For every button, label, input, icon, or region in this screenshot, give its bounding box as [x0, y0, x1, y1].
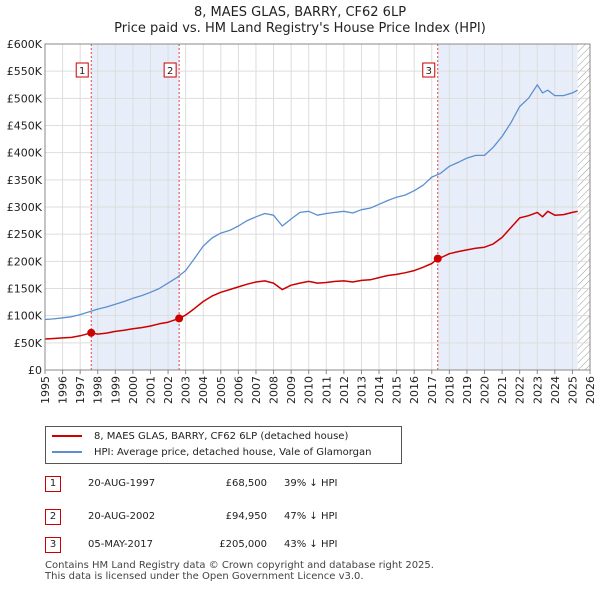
x-tick-label: 1995: [39, 376, 52, 404]
sale-hpi-diff: 39% ↓ HPI: [284, 478, 338, 489]
x-tick-label: 2007: [250, 376, 263, 404]
legend-item-hpi: HPI: Average price, detached house, Vale…: [52, 445, 372, 461]
sale-label-box: [422, 62, 436, 78]
sale-label-text: 1: [79, 66, 85, 77]
x-tick-label: 2008: [268, 376, 281, 404]
y-tick-label: £350K: [7, 174, 43, 187]
x-tick-label: 2019: [461, 376, 474, 404]
sale-label-box: [75, 62, 89, 78]
legend-label-hpi: HPI: Average price, detached house, Vale…: [94, 447, 372, 458]
y-tick-label: £100K: [7, 310, 43, 323]
y-tick-label: £300K: [7, 201, 43, 214]
sale-hpi-diff: 47% ↓ HPI: [284, 511, 338, 522]
x-tick-label: 2023: [531, 376, 544, 404]
x-tick-label: 2002: [162, 376, 175, 404]
y-tick-label: £50K: [14, 337, 43, 350]
legend-label-property: 8, MAES GLAS, BARRY, CF62 6LP (detached …: [94, 431, 349, 442]
x-tick-label: 2001: [144, 376, 157, 404]
sale-price: £94,950: [225, 511, 267, 522]
y-tick-label: £200K: [7, 255, 43, 268]
x-tick-label: 1998: [92, 376, 105, 404]
x-tick-label: 2018: [443, 376, 456, 404]
legend-box: 8, MAES GLAS, BARRY, CF62 6LP (detached …: [45, 426, 402, 464]
x-tick-label: 2010: [303, 376, 316, 404]
x-tick-label: 2026: [584, 376, 597, 404]
footer-line: Contains HM Land Registry data © Crown c…: [45, 560, 434, 571]
sale-label-box: [163, 62, 177, 78]
x-tick-label: 2022: [514, 376, 527, 404]
footer-attribution: Contains HM Land Registry data © Crown c…: [45, 560, 434, 582]
sale-point: [87, 328, 96, 337]
x-tick-label: 2003: [180, 376, 193, 404]
legend-item-property: 8, MAES GLAS, BARRY, CF62 6LP (detached …: [52, 429, 348, 445]
x-tick-label: 2015: [391, 376, 404, 404]
x-tick-label: 2009: [285, 376, 298, 404]
x-tick-label: 2012: [338, 376, 351, 404]
property-price-line: [44, 210, 578, 340]
sale-row: 2 20-AUG-2002 £94,950 47% ↓ HPI: [0, 507, 600, 527]
x-tick-label: 2013: [355, 376, 368, 404]
x-tick-label: 2016: [408, 376, 421, 404]
x-tick-label: 2014: [373, 376, 386, 404]
sale-number-badge: 3: [45, 537, 61, 553]
x-tick-label: 1996: [57, 376, 70, 404]
sale-date: 20-AUG-1997: [88, 478, 156, 489]
sale-label-text: 3: [426, 66, 432, 77]
y-tick-label: £400K: [7, 147, 43, 160]
sale-hpi-diff: 43% ↓ HPI: [284, 539, 338, 550]
x-tick-label: 2017: [426, 376, 439, 404]
sale-price: £68,500: [225, 478, 267, 489]
sale-price: £205,000: [219, 539, 267, 550]
x-tick-label: 1999: [109, 376, 122, 404]
y-tick-label: £550K: [7, 65, 43, 78]
hpi-line: [44, 84, 578, 321]
x-tick-label: 2025: [566, 376, 579, 404]
sale-row: 1 20-AUG-1997 £68,500 39% ↓ HPI: [0, 474, 600, 494]
x-tick-label: 2024: [549, 376, 562, 404]
sale-point: [433, 254, 442, 263]
x-tick-label: 2004: [197, 376, 210, 404]
sale-number-badge: 1: [45, 476, 61, 492]
legend-swatch-property: [52, 435, 82, 437]
plot-frame: [44, 43, 591, 371]
y-tick-label: £600K: [7, 38, 43, 51]
sale-date: 05-MAY-2017: [88, 539, 154, 550]
x-tick-label: 2011: [320, 376, 333, 404]
x-tick-label: 1997: [74, 376, 87, 404]
price-chart: 1 2 3 £0 £50K £100K £150K £200K £250K £300K £350K…: [7, 38, 597, 404]
chart-title-line1: 8, MAES GLAS, BARRY, CF62 6LP: [193, 5, 407, 20]
y-tick-label: £0: [28, 364, 42, 377]
sale-point: [175, 314, 184, 323]
footer-line: This data is licensed under the Open Gov…: [45, 571, 364, 582]
sale-date: 20-AUG-2002: [88, 511, 156, 522]
x-tick-label: 2021: [496, 376, 509, 404]
x-tick-label: 2005: [215, 376, 228, 404]
y-tick-label: £150K: [7, 283, 43, 296]
x-tick-label: 2020: [479, 376, 492, 404]
legend-swatch-hpi: [52, 451, 82, 453]
sale-number-badge: 2: [45, 509, 61, 525]
y-tick-label: £500K: [7, 92, 43, 105]
sale-row: 3 05-MAY-2017 £205,000 43% ↓ HPI: [0, 535, 600, 555]
chart-title-line2: Price paid vs. HM Land Registry's House …: [114, 21, 486, 36]
y-tick-label: £450K: [7, 120, 43, 133]
sale-label-text: 2: [167, 66, 173, 77]
y-tick-label: £250K: [7, 228, 43, 241]
x-tick-label: 2000: [127, 376, 140, 404]
x-tick-label: 2006: [232, 376, 245, 404]
